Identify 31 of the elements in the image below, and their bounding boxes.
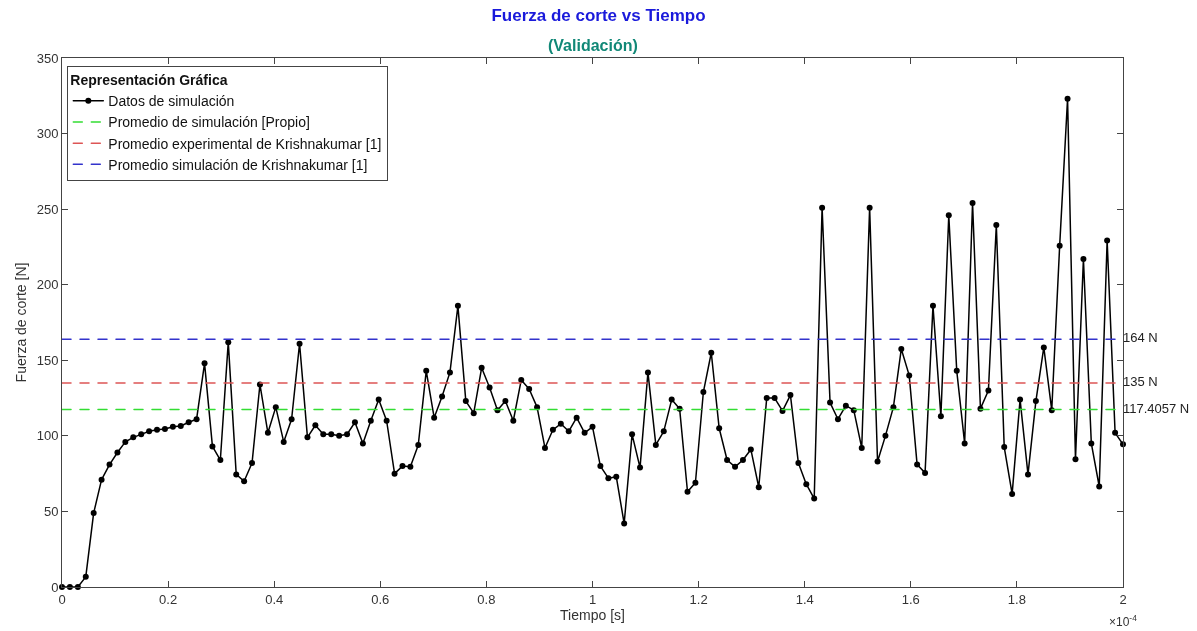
- y-tick-label: 50: [43, 503, 59, 519]
- text: ×10$^{-4}$: [1109, 613, 1138, 630]
- y-tick-label: 150: [36, 352, 59, 368]
- x-tick-label: 0.6: [371, 591, 390, 607]
- y-tick-label: 0: [51, 579, 59, 595]
- y-tick-label: 350: [36, 50, 59, 66]
- x-tick-label: 0.2: [159, 591, 178, 607]
- y-axis-title: Fuerza de corte [N]: [13, 262, 30, 383]
- chart-title: Fuerza de corte vs Tiempo: [491, 6, 706, 26]
- x-tick-label: 1: [588, 591, 597, 607]
- legend-label: Promedio experimental de Krishnakumar [1]: [108, 135, 382, 152]
- x-tick-label: 1.6: [901, 591, 920, 607]
- data-label: 135 N: [1123, 374, 1158, 390]
- x-tick-label: 0.4: [265, 591, 284, 607]
- y-tick-label: 300: [36, 126, 59, 142]
- x-tick-label: 1.4: [795, 591, 814, 607]
- y-tick-label: 200: [36, 277, 59, 293]
- x-tick-label: 1.2: [689, 591, 708, 607]
- x-axis-title: Tiempo [s]: [560, 606, 625, 623]
- data-label: 117.4057 N: [1123, 400, 1190, 416]
- legend-label: Datos de simulación: [108, 93, 235, 110]
- x-tick-label: 1.8: [1007, 591, 1026, 607]
- chart-subtitle: (Validación): [548, 37, 638, 54]
- x-tick-label: 0.8: [477, 591, 496, 607]
- y-tick-label: 250: [36, 201, 59, 217]
- legend-title: Representación Gráfica: [70, 72, 228, 89]
- y-tick-label: 100: [36, 428, 59, 444]
- data-label: 164 N: [1123, 330, 1158, 346]
- legend-label: Promedio de simulación [Propio]: [108, 114, 310, 131]
- legend-label: Promedio simulación de Krishnakumar [1]: [108, 156, 368, 173]
- x-tick-label: 2: [1119, 591, 1127, 607]
